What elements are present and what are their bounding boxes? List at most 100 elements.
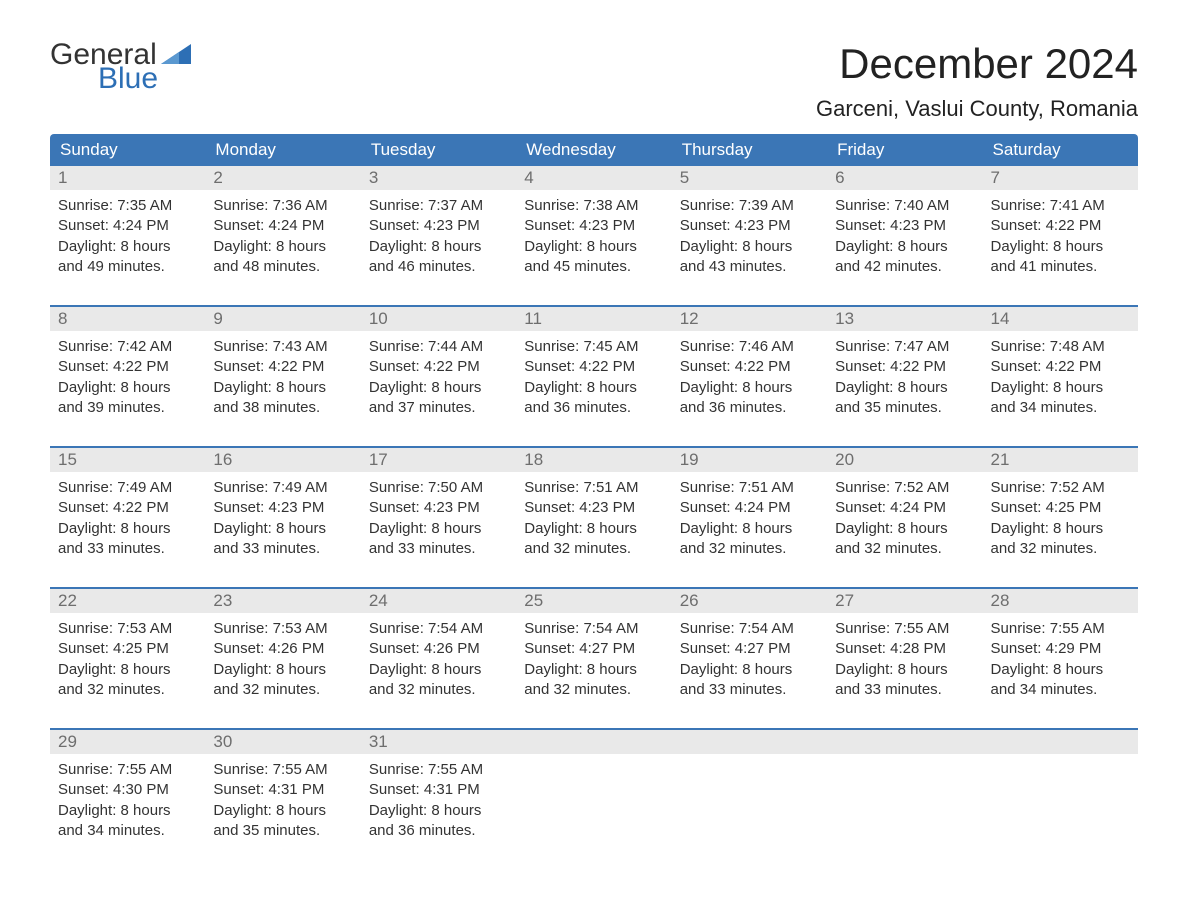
d2-text: and 36 minutes. [680,398,819,418]
day-number-cell: 3 [361,166,516,190]
day-number-cell: 15 [50,448,205,472]
calendar-table: Sunday Monday Tuesday Wednesday Thursday… [50,134,1138,869]
sunset-text: Sunset: 4:26 PM [369,639,508,659]
day-number-cell [827,730,982,754]
day-number-cell: 6 [827,166,982,190]
sunset-text: Sunset: 4:24 PM [680,498,819,518]
day-content-cell: Sunrise: 7:53 AMSunset: 4:26 PMDaylight:… [205,613,360,729]
day-content-cell: Sunrise: 7:47 AMSunset: 4:22 PMDaylight:… [827,331,982,447]
day-content-cell: Sunrise: 7:52 AMSunset: 4:24 PMDaylight:… [827,472,982,588]
weekday-header: Thursday [672,134,827,166]
day-number-cell: 1 [50,166,205,190]
d2-text: and 33 minutes. [680,680,819,700]
day-number-cell: 2 [205,166,360,190]
day-number-cell: 31 [361,730,516,754]
day-number-cell: 29 [50,730,205,754]
sunset-text: Sunset: 4:22 PM [58,357,197,377]
sunrise-text: Sunrise: 7:53 AM [213,619,352,639]
d1-text: Daylight: 8 hours [213,801,352,821]
d2-text: and 32 minutes. [524,680,663,700]
d2-text: and 42 minutes. [835,257,974,277]
sunset-text: Sunset: 4:22 PM [680,357,819,377]
sunrise-text: Sunrise: 7:52 AM [991,478,1130,498]
d2-text: and 34 minutes. [991,398,1130,418]
sunset-text: Sunset: 4:22 PM [524,357,663,377]
day-content-cell: Sunrise: 7:42 AMSunset: 4:22 PMDaylight:… [50,331,205,447]
day-content-cell: Sunrise: 7:43 AMSunset: 4:22 PMDaylight:… [205,331,360,447]
sunset-text: Sunset: 4:23 PM [680,216,819,236]
d1-text: Daylight: 8 hours [835,660,974,680]
day-number-cell: 10 [361,307,516,331]
day-content-cell: Sunrise: 7:55 AMSunset: 4:29 PMDaylight:… [983,613,1138,729]
day-content-cell: Sunrise: 7:54 AMSunset: 4:26 PMDaylight:… [361,613,516,729]
sunrise-text: Sunrise: 7:53 AM [58,619,197,639]
sunset-text: Sunset: 4:31 PM [369,780,508,800]
day-content-cell: Sunrise: 7:55 AMSunset: 4:31 PMDaylight:… [361,754,516,869]
sunrise-text: Sunrise: 7:44 AM [369,337,508,357]
d2-text: and 41 minutes. [991,257,1130,277]
sunrise-text: Sunrise: 7:46 AM [680,337,819,357]
weekday-header-row: Sunday Monday Tuesday Wednesday Thursday… [50,134,1138,166]
d1-text: Daylight: 8 hours [213,378,352,398]
sunrise-text: Sunrise: 7:54 AM [369,619,508,639]
day-number-cell: 7 [983,166,1138,190]
d1-text: Daylight: 8 hours [369,660,508,680]
day-number-row: 1234567 [50,166,1138,190]
day-number-cell: 19 [672,448,827,472]
d1-text: Daylight: 8 hours [835,378,974,398]
day-number-row: 891011121314 [50,307,1138,331]
logo-text-blue: Blue [98,64,191,94]
location-text: Garceni, Vaslui County, Romania [816,96,1138,122]
d1-text: Daylight: 8 hours [835,519,974,539]
sunrise-text: Sunrise: 7:38 AM [524,196,663,216]
sunset-text: Sunset: 4:27 PM [524,639,663,659]
d1-text: Daylight: 8 hours [369,237,508,257]
day-content-cell: Sunrise: 7:45 AMSunset: 4:22 PMDaylight:… [516,331,671,447]
d2-text: and 33 minutes. [58,539,197,559]
sunrise-text: Sunrise: 7:55 AM [369,760,508,780]
d2-text: and 33 minutes. [369,539,508,559]
day-number-cell: 8 [50,307,205,331]
month-title: December 2024 [816,40,1138,88]
day-number-cell: 9 [205,307,360,331]
d1-text: Daylight: 8 hours [680,660,819,680]
d2-text: and 32 minutes. [524,539,663,559]
day-number-cell: 16 [205,448,360,472]
day-content-cell: Sunrise: 7:44 AMSunset: 4:22 PMDaylight:… [361,331,516,447]
sunset-text: Sunset: 4:23 PM [369,216,508,236]
sunset-text: Sunset: 4:30 PM [58,780,197,800]
sunrise-text: Sunrise: 7:37 AM [369,196,508,216]
weekday-header: Friday [827,134,982,166]
sunrise-text: Sunrise: 7:42 AM [58,337,197,357]
d2-text: and 45 minutes. [524,257,663,277]
day-content-cell: Sunrise: 7:46 AMSunset: 4:22 PMDaylight:… [672,331,827,447]
weekday-header: Wednesday [516,134,671,166]
sunrise-text: Sunrise: 7:35 AM [58,196,197,216]
day-number-cell: 23 [205,589,360,613]
day-content-cell: Sunrise: 7:41 AMSunset: 4:22 PMDaylight:… [983,190,1138,306]
day-number-cell: 18 [516,448,671,472]
d1-text: Daylight: 8 hours [58,801,197,821]
sunrise-text: Sunrise: 7:36 AM [213,196,352,216]
d2-text: and 32 minutes. [213,680,352,700]
sunrise-text: Sunrise: 7:48 AM [991,337,1130,357]
d2-text: and 39 minutes. [58,398,197,418]
d2-text: and 35 minutes. [835,398,974,418]
sunset-text: Sunset: 4:24 PM [58,216,197,236]
sunset-text: Sunset: 4:24 PM [213,216,352,236]
day-content-cell: Sunrise: 7:40 AMSunset: 4:23 PMDaylight:… [827,190,982,306]
d1-text: Daylight: 8 hours [991,237,1130,257]
sunrise-text: Sunrise: 7:43 AM [213,337,352,357]
sunrise-text: Sunrise: 7:41 AM [991,196,1130,216]
day-content-row: Sunrise: 7:42 AMSunset: 4:22 PMDaylight:… [50,331,1138,447]
sunset-text: Sunset: 4:23 PM [835,216,974,236]
d2-text: and 48 minutes. [213,257,352,277]
title-block: December 2024 Garceni, Vaslui County, Ro… [816,40,1138,122]
sunrise-text: Sunrise: 7:40 AM [835,196,974,216]
d1-text: Daylight: 8 hours [58,378,197,398]
d1-text: Daylight: 8 hours [991,519,1130,539]
day-content-cell: Sunrise: 7:49 AMSunset: 4:23 PMDaylight:… [205,472,360,588]
d2-text: and 46 minutes. [369,257,508,277]
sunrise-text: Sunrise: 7:47 AM [835,337,974,357]
d1-text: Daylight: 8 hours [213,519,352,539]
